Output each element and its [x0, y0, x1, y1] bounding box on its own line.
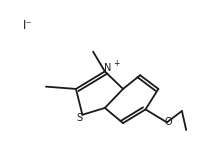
- Text: +: +: [113, 59, 120, 68]
- Text: S: S: [77, 113, 83, 123]
- Text: N: N: [104, 63, 112, 73]
- Text: I⁻: I⁻: [22, 19, 32, 32]
- Text: O: O: [164, 117, 172, 127]
